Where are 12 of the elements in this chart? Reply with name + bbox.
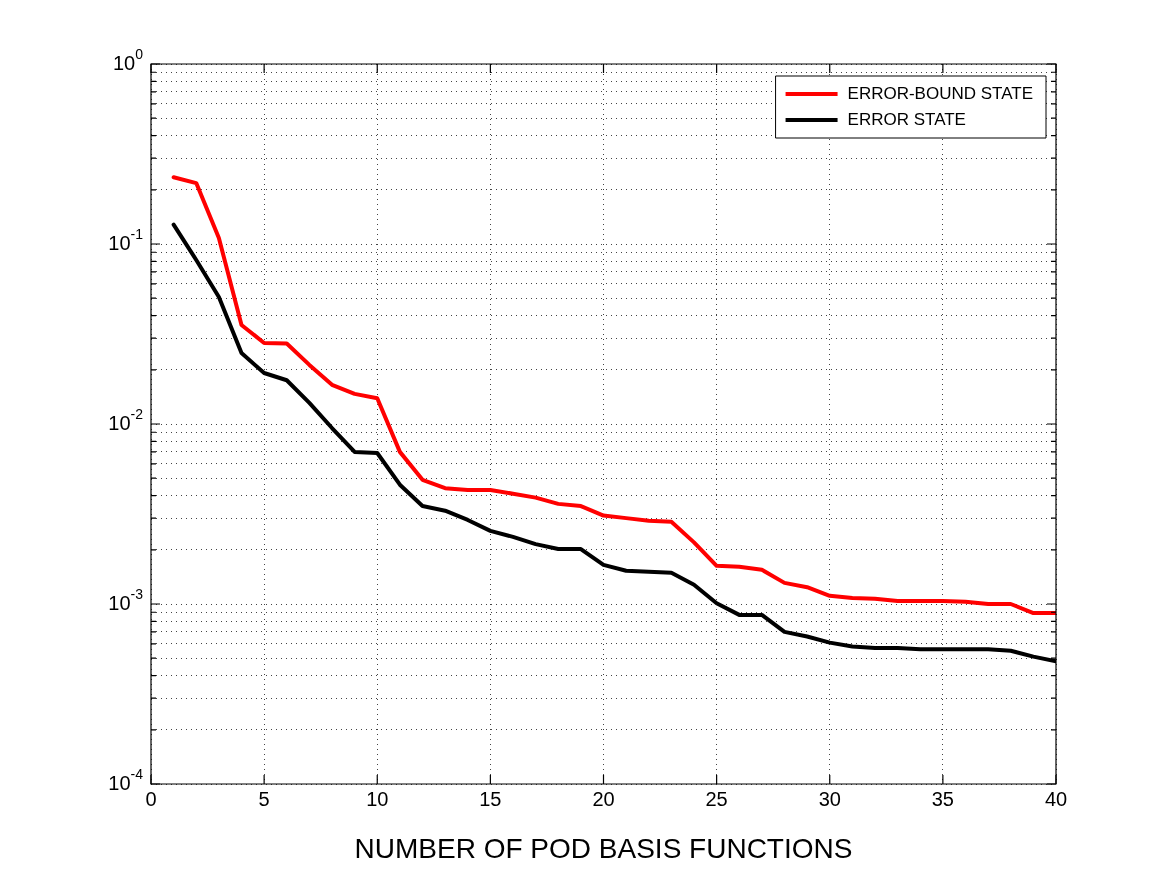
x-tick-label: 20 [592,787,615,810]
x-tick-label: 30 [818,787,841,810]
x-axis-title: NUMBER OF POD BASIS FUNCTIONS [354,832,853,864]
legend-label: ERROR-BOUND STATE [847,83,1034,103]
x-tick-label: 0 [145,787,157,810]
legend-label: ERROR STATE [847,109,966,129]
x-tick-label: 15 [479,787,502,810]
x-tick-label: 5 [258,787,270,810]
x-tick-label: 35 [931,787,954,810]
x-tick-label: 25 [705,787,728,810]
x-tick-label: 10 [366,787,389,810]
x-tick-label: 40 [1044,787,1068,810]
